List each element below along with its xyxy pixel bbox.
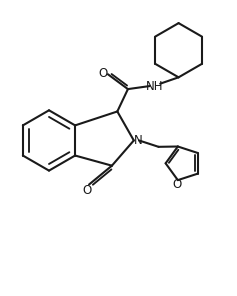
- Text: O: O: [82, 184, 92, 197]
- Text: O: O: [173, 178, 182, 191]
- Text: N: N: [134, 134, 142, 147]
- Text: NH: NH: [146, 80, 164, 93]
- Text: O: O: [98, 67, 107, 80]
